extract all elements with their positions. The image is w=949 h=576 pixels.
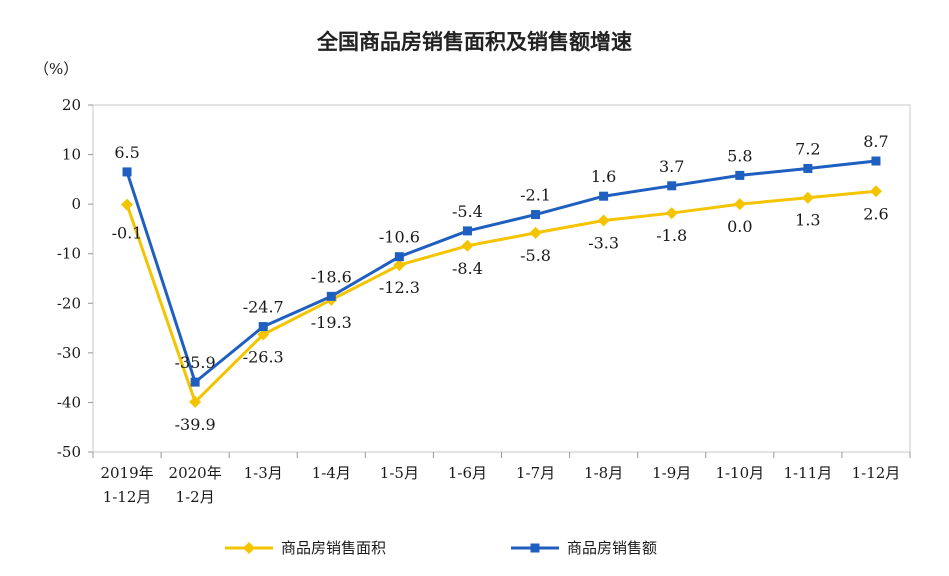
series-marker-square — [326, 291, 336, 301]
x-tick-label: 1-12月 — [852, 464, 901, 482]
series-marker-square — [394, 252, 404, 262]
data-label: -39.9 — [175, 415, 216, 434]
data-label: -24.7 — [243, 298, 284, 317]
x-tick-label: 1-10月 — [715, 464, 764, 482]
x-tick-label: 1-5月 — [380, 464, 419, 482]
data-label: 7.2 — [795, 139, 820, 158]
series-marker-diamond — [121, 198, 134, 211]
data-label: 2.6 — [863, 204, 888, 223]
y-tick-label: -50 — [57, 443, 81, 461]
series-marker-square — [735, 170, 745, 180]
series-marker-diamond — [461, 239, 474, 252]
legend-label: 商品房销售面积 — [281, 539, 386, 557]
y-tick-label: -10 — [57, 245, 81, 263]
data-label: -12.3 — [379, 278, 420, 297]
data-label: -8.4 — [452, 259, 483, 278]
data-label: 5.8 — [727, 146, 752, 165]
chart-title: 全国商品房销售面积及销售额增速 — [317, 30, 632, 54]
x-tick-label: 1-3月 — [244, 464, 283, 482]
series-marker-diamond — [801, 191, 814, 204]
series-marker-diamond — [665, 207, 678, 220]
x-tick-label: 1-12月 — [103, 488, 152, 506]
y-tick-label: 20 — [62, 96, 81, 114]
x-tick-label: 2020年 — [169, 464, 222, 482]
y-axis-unit-label: （%） — [34, 60, 79, 78]
x-tick-label: 1-6月 — [448, 464, 487, 482]
x-tick-label: 2019年 — [100, 464, 153, 482]
series-marker-square — [667, 181, 677, 191]
legend-marker-diamond — [243, 542, 255, 554]
y-tick-label: 0 — [71, 195, 81, 213]
data-label: -2.1 — [520, 186, 551, 205]
plot-area-frame — [92, 104, 911, 453]
y-tick-label: -20 — [57, 294, 81, 312]
series-line-2 — [125, 159, 877, 384]
series-marker-diamond — [733, 198, 746, 211]
y-tick-label: -30 — [57, 344, 81, 362]
data-label: -5.8 — [520, 246, 551, 265]
data-label: 6.5 — [114, 143, 139, 162]
legend-label: 商品房销售额 — [567, 539, 657, 557]
x-tick-label: 1-11月 — [784, 464, 833, 482]
data-label: 3.7 — [659, 157, 684, 176]
x-tick-label: 1-8月 — [584, 464, 623, 482]
series-marker-diamond — [597, 214, 610, 227]
series-marker-diamond — [189, 395, 202, 408]
x-tick-label: 1-9月 — [652, 464, 691, 482]
data-label: -26.3 — [243, 348, 284, 367]
series-marker-square — [803, 163, 813, 173]
data-label: 1.3 — [795, 211, 820, 230]
data-label: 0.0 — [727, 217, 752, 236]
series-marker-diamond — [869, 185, 882, 198]
y-tick-label: -40 — [57, 393, 81, 411]
series-marker-diamond — [257, 328, 270, 341]
data-label: -35.9 — [175, 353, 216, 372]
series-marker-square — [462, 226, 472, 236]
data-label: 1.6 — [591, 167, 616, 186]
x-tick-label: 1-2月 — [176, 488, 215, 506]
data-label: -1.8 — [656, 226, 687, 245]
series-marker-square — [190, 377, 200, 387]
data-label: -3.3 — [588, 234, 619, 253]
data-label: -18.6 — [311, 267, 352, 286]
series-marker-diamond — [529, 226, 542, 239]
data-label: 8.7 — [863, 132, 888, 151]
series-marker-square — [258, 322, 268, 332]
legend-marker-square — [530, 543, 540, 553]
data-label: -19.3 — [311, 313, 352, 332]
series-marker-square — [599, 191, 609, 201]
data-label: -10.6 — [379, 228, 420, 247]
data-label: -5.4 — [452, 202, 483, 221]
data-label: -0.1 — [112, 224, 143, 243]
series-marker-square — [531, 210, 541, 220]
x-tick-label: 1-7月 — [516, 464, 555, 482]
series-marker-square — [871, 156, 881, 166]
y-tick-label: 10 — [62, 146, 81, 164]
series-marker-square — [122, 167, 132, 177]
series-marker-diamond — [393, 259, 406, 272]
x-tick-label: 1-4月 — [312, 464, 351, 482]
series-line-1 — [125, 189, 877, 404]
